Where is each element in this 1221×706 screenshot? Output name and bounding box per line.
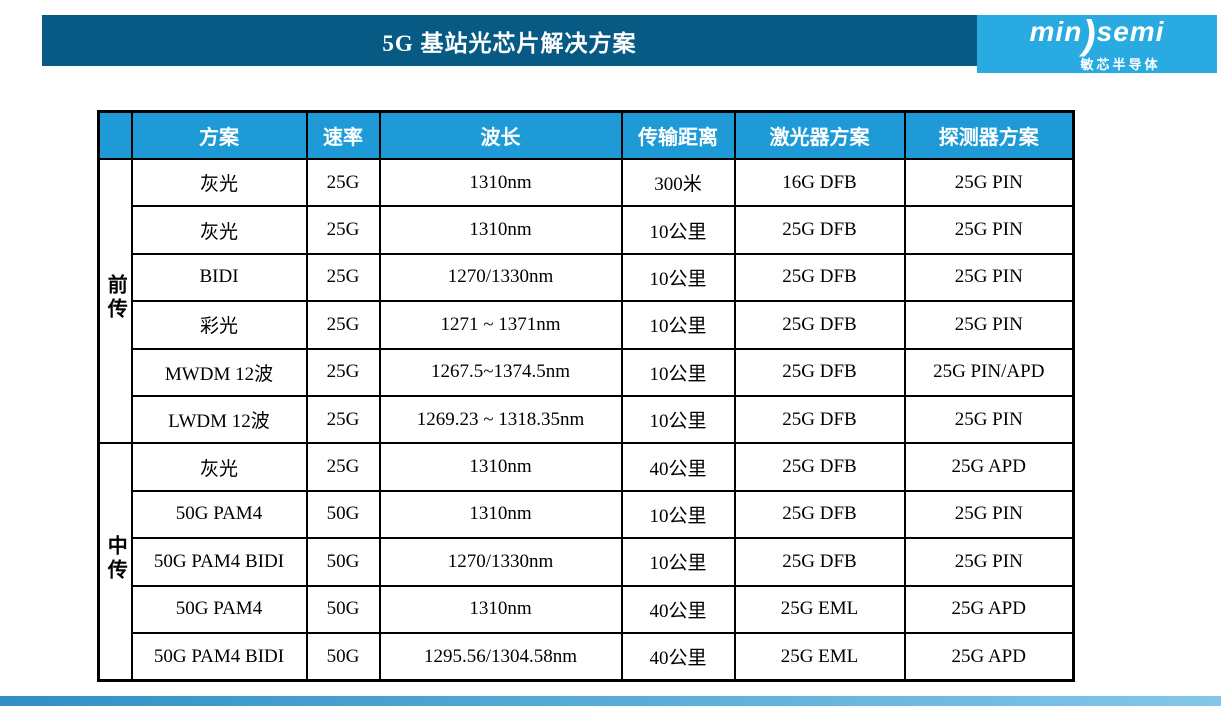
table-row: 中传 灰光 25G 1310nm 40公里 25G DFB 25G APD bbox=[97, 442, 1075, 682]
cell-solution: 灰光 bbox=[130, 442, 308, 492]
table-row: BIDI 25G 1270/1330nm 10公里 25G DFB 25G PI… bbox=[99, 252, 1075, 303]
cell-laser: 16G DFB bbox=[733, 157, 906, 208]
cell-wavelength: 1310nm bbox=[378, 205, 623, 255]
cell-solution: LWDM 12波 bbox=[130, 394, 308, 445]
cell-solution: MWDM 12波 bbox=[130, 347, 308, 397]
cell-laser: 25G DFB bbox=[733, 252, 906, 303]
cell-wavelength: 1295.56/1304.58nm bbox=[378, 631, 623, 682]
cell-wavelength: 1310nm bbox=[378, 584, 623, 634]
row-group-fronthaul: 前传 bbox=[97, 157, 133, 445]
cell-detector: 25G PIN bbox=[903, 394, 1075, 445]
cell-detector: 25G PIN bbox=[903, 489, 1075, 540]
cell-rate: 25G bbox=[305, 442, 381, 492]
table-row: 彩光 25G 1271 ~ 1371nm 10公里 25G DFB 25G PI… bbox=[99, 300, 1075, 350]
cell-detector: 25G PIN bbox=[903, 300, 1075, 350]
column-header-detector: 探测器方案 bbox=[903, 110, 1075, 160]
cell-solution: 灰光 bbox=[130, 205, 308, 255]
cell-detector: 25G PIN/APD bbox=[903, 347, 1075, 397]
table-row: 前传 灰光 25G 1310nm 300米 16G DFB 25G PIN bbox=[97, 157, 1075, 445]
cell-rate: 25G bbox=[305, 347, 381, 397]
cell-rate: 50G bbox=[305, 584, 381, 634]
cell-laser: 25G DFB bbox=[733, 205, 906, 255]
cell-wavelength: 1310nm bbox=[378, 442, 623, 492]
cell-laser: 25G DFB bbox=[733, 537, 906, 587]
cell-solution: 50G PAM4 BIDI bbox=[130, 631, 308, 682]
cell-laser: 25G EML bbox=[733, 584, 906, 634]
table-row: MWDM 12波 25G 1267.5~1374.5nm 10公里 25G DF… bbox=[99, 347, 1075, 397]
logo-part1: min bbox=[1029, 16, 1083, 47]
page-title: 5G 基站光芯片解决方案 bbox=[382, 30, 637, 56]
table-row: 灰光 25G 1310nm 10公里 25G DFB 25G PIN bbox=[99, 205, 1075, 255]
cell-distance: 10公里 bbox=[620, 489, 736, 540]
cell-wavelength: 1270/1330nm bbox=[378, 537, 623, 587]
logo-tagline: 敏芯半导体 bbox=[1080, 57, 1161, 72]
cell-laser: 25G DFB bbox=[733, 489, 906, 540]
cell-distance: 10公里 bbox=[620, 537, 736, 587]
table-row: 50G PAM4 BIDI 50G 1270/1330nm 10公里 25G D… bbox=[99, 537, 1075, 587]
cell-wavelength: 1310nm bbox=[378, 489, 623, 540]
cell-solution: 彩光 bbox=[130, 300, 308, 350]
cell-rate: 50G bbox=[305, 537, 381, 587]
corner-header bbox=[97, 110, 133, 160]
table-row: 50G PAM4 50G 1310nm 40公里 25G EML 25G APD bbox=[99, 584, 1075, 634]
cell-distance: 10公里 bbox=[620, 394, 736, 445]
cell-rate: 50G bbox=[305, 489, 381, 540]
column-header-rate: 速率 bbox=[305, 110, 381, 160]
cell-detector: 25G PIN bbox=[903, 537, 1075, 587]
column-header-laser: 激光器方案 bbox=[733, 110, 906, 160]
cell-solution: 50G PAM4 bbox=[130, 489, 308, 540]
cell-rate: 25G bbox=[305, 157, 381, 208]
table-row: LWDM 12波 25G 1269.23 ~ 1318.35nm 10公里 25… bbox=[99, 394, 1075, 445]
cell-distance: 10公里 bbox=[620, 252, 736, 303]
table-header-row: 方案 速率 波长 传输距离 激光器方案 探测器方案 bbox=[97, 110, 1075, 160]
cell-laser: 25G EML bbox=[733, 631, 906, 682]
cell-detector: 25G PIN bbox=[903, 252, 1075, 303]
cell-laser: 25G DFB bbox=[733, 300, 906, 350]
table-row: 50G PAM4 50G 1310nm 10公里 25G DFB 25G PIN bbox=[99, 489, 1075, 540]
solutions-table: 方案 速率 波长 传输距离 激光器方案 探测器方案 前传 灰光 25G 1310… bbox=[97, 110, 1075, 683]
cell-distance: 10公里 bbox=[620, 347, 736, 397]
footer-accent-bar bbox=[0, 696, 1221, 706]
cell-rate: 25G bbox=[305, 300, 381, 350]
table-row: 50G PAM4 BIDI 50G 1295.56/1304.58nm 40公里… bbox=[99, 631, 1075, 682]
cell-wavelength: 1310nm bbox=[378, 157, 623, 208]
cell-solution: BIDI bbox=[130, 252, 308, 303]
cell-wavelength: 1269.23 ~ 1318.35nm bbox=[378, 394, 623, 445]
cell-rate: 25G bbox=[305, 252, 381, 303]
cell-wavelength: 1271 ~ 1371nm bbox=[378, 300, 623, 350]
cell-wavelength: 1267.5~1374.5nm bbox=[378, 347, 623, 397]
column-header-solution: 方案 bbox=[130, 110, 308, 160]
cell-detector: 25G PIN bbox=[903, 157, 1075, 208]
brand-logo: min)semi 敏芯半导体 bbox=[977, 15, 1217, 73]
row-group-midhaul: 中传 bbox=[97, 442, 133, 682]
cell-laser: 25G DFB bbox=[733, 442, 906, 492]
cell-distance: 300米 bbox=[620, 157, 736, 208]
cell-detector: 25G PIN bbox=[903, 205, 1075, 255]
cell-solution: 50G PAM4 BIDI bbox=[130, 537, 308, 587]
column-header-distance: 传输距离 bbox=[620, 110, 736, 160]
cell-detector: 25G APD bbox=[903, 584, 1075, 634]
cell-distance: 10公里 bbox=[620, 300, 736, 350]
cell-distance: 40公里 bbox=[620, 442, 736, 492]
cell-laser: 25G DFB bbox=[733, 394, 906, 445]
cell-distance: 40公里 bbox=[620, 631, 736, 682]
logo-wordmark: min)semi bbox=[1030, 15, 1165, 55]
cell-detector: 25G APD bbox=[903, 442, 1075, 492]
cell-solution: 50G PAM4 bbox=[130, 584, 308, 634]
cell-rate: 25G bbox=[305, 394, 381, 445]
cell-distance: 40公里 bbox=[620, 584, 736, 634]
cell-detector: 25G APD bbox=[903, 631, 1075, 682]
cell-wavelength: 1270/1330nm bbox=[378, 252, 623, 303]
cell-distance: 10公里 bbox=[620, 205, 736, 255]
title-bar: 5G 基站光芯片解决方案 bbox=[42, 15, 977, 66]
cell-rate: 25G bbox=[305, 205, 381, 255]
cell-solution: 灰光 bbox=[130, 157, 308, 208]
cell-rate: 50G bbox=[305, 631, 381, 682]
column-header-wavelength: 波长 bbox=[378, 110, 623, 160]
logo-paren-swoosh-icon: ) bbox=[1082, 13, 1097, 57]
logo-part2: semi bbox=[1096, 16, 1165, 47]
cell-laser: 25G DFB bbox=[733, 347, 906, 397]
